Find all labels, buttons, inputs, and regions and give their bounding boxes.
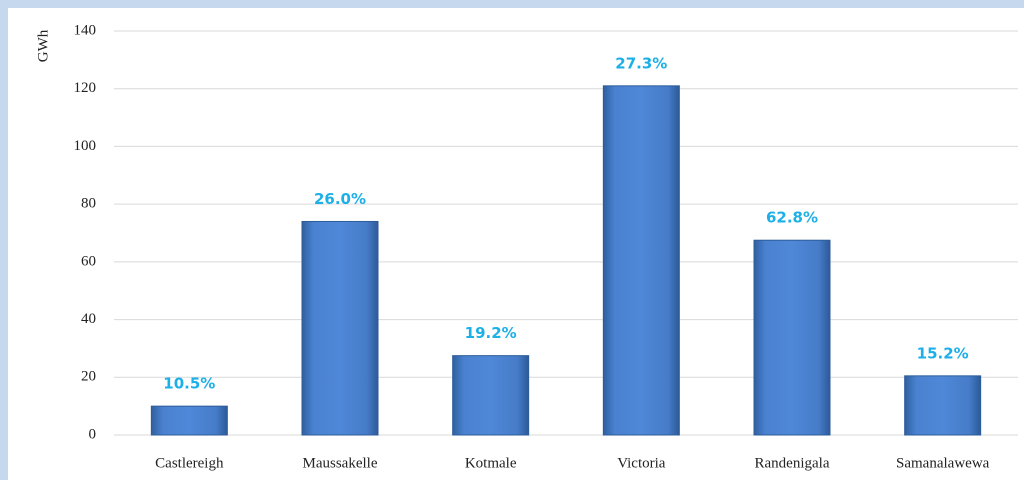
y-tick-label: 80 (81, 196, 96, 212)
x-tick-label: Samanalawewa (896, 455, 990, 471)
y-axis-label: GWh (35, 29, 51, 62)
y-tick-label: 100 (74, 138, 97, 154)
bar (904, 375, 982, 436)
y-tick-label: 60 (81, 253, 96, 269)
bar-label: 62.8% (766, 209, 818, 227)
y-tick-label: 20 (81, 369, 96, 385)
y-tick-label: 0 (89, 426, 97, 442)
y-tick-label: 140 (74, 22, 97, 38)
bar (452, 355, 530, 436)
bar (150, 405, 228, 436)
y-tick-label: 40 (81, 311, 96, 327)
bar-label: 15.2% (917, 344, 969, 362)
x-tick-label: Maussakelle (303, 455, 378, 471)
bar (753, 239, 831, 436)
bar-label: 27.3% (615, 54, 667, 72)
bar-label: 10.5% (163, 375, 215, 393)
y-tick-label: 120 (74, 80, 97, 96)
bar-label: 19.2% (465, 324, 517, 342)
x-tick-label: Randenigala (755, 455, 830, 471)
bar (602, 85, 680, 436)
x-tick-label: Victoria (617, 455, 666, 471)
bar (301, 220, 379, 436)
bar-label: 26.0% (314, 190, 366, 208)
x-tick-label: Kotmale (465, 455, 517, 471)
x-tick-label: Castlereigh (155, 455, 224, 471)
